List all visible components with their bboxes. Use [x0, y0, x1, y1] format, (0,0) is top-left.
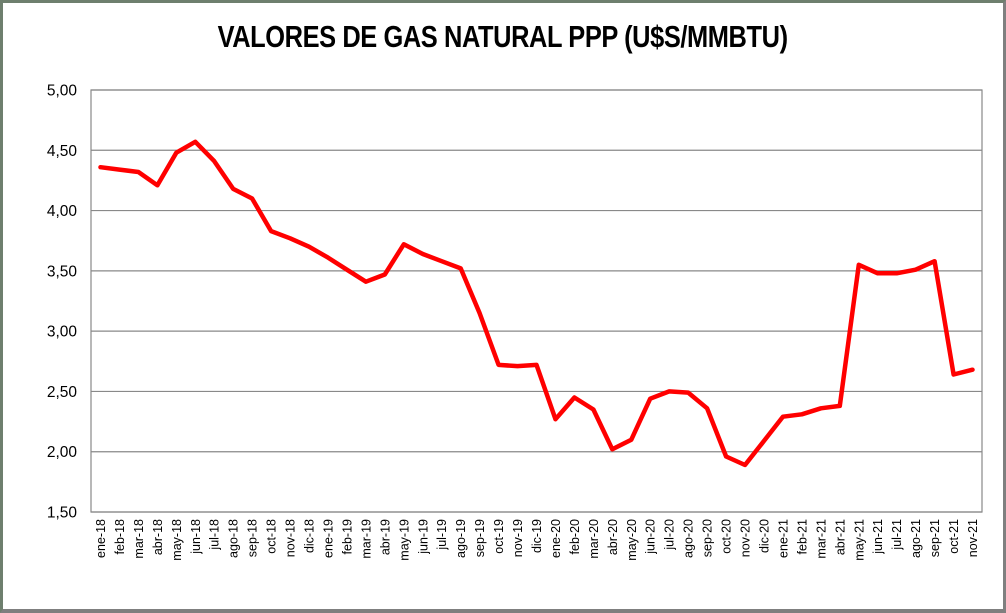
x-tick-label: ago-21 [909, 519, 923, 558]
x-tick-label: abr-18 [151, 519, 165, 555]
y-tick-label: 3,00 [47, 324, 78, 341]
chart-title: VALORES DE GAS NATURAL PPP (U$S/MMBTU) [3, 19, 1003, 55]
x-tick-label: ene-21 [776, 519, 790, 558]
x-tick-label: mar-19 [359, 519, 373, 559]
y-tick-label: 2,00 [47, 444, 78, 461]
x-tick-label: may-18 [170, 519, 184, 561]
x-tick-label: abr-21 [833, 519, 847, 555]
x-tick-label: nov-20 [739, 519, 753, 557]
x-tick-label: may-19 [397, 519, 411, 561]
x-tick-label: oct-19 [492, 519, 506, 554]
x-tick-label: jun-21 [871, 519, 885, 555]
x-tick-label: feb-20 [568, 519, 582, 554]
data-series-line [98, 139, 975, 468]
y-tick-label: 1,50 [47, 505, 78, 522]
x-tick-label: sep-19 [473, 519, 487, 557]
x-tick-label: sep-18 [246, 519, 260, 557]
x-tick-label: jul-19 [435, 519, 449, 551]
x-tick-label: sep-20 [701, 519, 715, 557]
x-tick-label: may-21 [852, 519, 866, 561]
x-tick-label: abr-20 [606, 519, 620, 555]
x-tick-label: ago-20 [682, 519, 696, 558]
chart-title-text: VALORES DE GAS NATURAL PPP (U$S/MMBTU) [217, 19, 789, 54]
x-tick-label: dic-20 [757, 519, 771, 553]
x-tick-label: ago-19 [454, 519, 468, 558]
x-tick-label: oct-20 [720, 519, 734, 554]
x-tick-label: ago-18 [227, 519, 241, 558]
x-tick-label: jul-18 [208, 519, 222, 551]
x-tick-label: nov-18 [284, 519, 298, 557]
y-tick-label: 4,50 [47, 143, 78, 160]
x-tick-label: may-20 [625, 519, 639, 561]
x-tick-label: sep-21 [928, 519, 942, 557]
y-tick-label: 5,00 [47, 83, 78, 100]
y-tick-label: 4,00 [47, 203, 78, 220]
x-tick-label: feb-21 [795, 519, 809, 554]
x-tick-label: mar-21 [814, 519, 828, 559]
x-tick-label: oct-21 [947, 519, 961, 554]
plot-frame [90, 89, 983, 513]
x-tick-label: ene-18 [94, 519, 108, 558]
x-tick-label: jul-21 [890, 519, 904, 551]
x-tick-label: feb-18 [113, 519, 127, 554]
x-tick-label: dic-19 [530, 519, 544, 553]
x-tick-label: jun-20 [644, 519, 658, 555]
x-tick-label: mar-20 [587, 519, 601, 559]
x-tick-label: nov-19 [511, 519, 525, 557]
line-chart: 5,00 4,50 4,00 3,50 3,00 2,50 2,00 1,50 ene-18 fe… [47, 83, 983, 561]
x-tick-label: ene-19 [321, 519, 335, 558]
x-tick-label: jul-20 [663, 519, 677, 551]
x-tick-label: jun-19 [416, 519, 430, 555]
x-tick-label: feb-19 [340, 519, 354, 554]
x-tick-label: ene-20 [549, 519, 563, 558]
y-tick-label: 2,50 [47, 384, 78, 401]
x-tick-label: jun-18 [189, 519, 203, 555]
x-tick-label: abr-19 [378, 519, 392, 555]
y-tick-label: 3,50 [47, 263, 78, 280]
x-tick-label: nov-21 [966, 519, 980, 557]
x-tick-label: mar-18 [132, 519, 146, 559]
x-tick-label: dic-18 [303, 519, 317, 553]
x-tick-label: oct-18 [265, 519, 279, 554]
